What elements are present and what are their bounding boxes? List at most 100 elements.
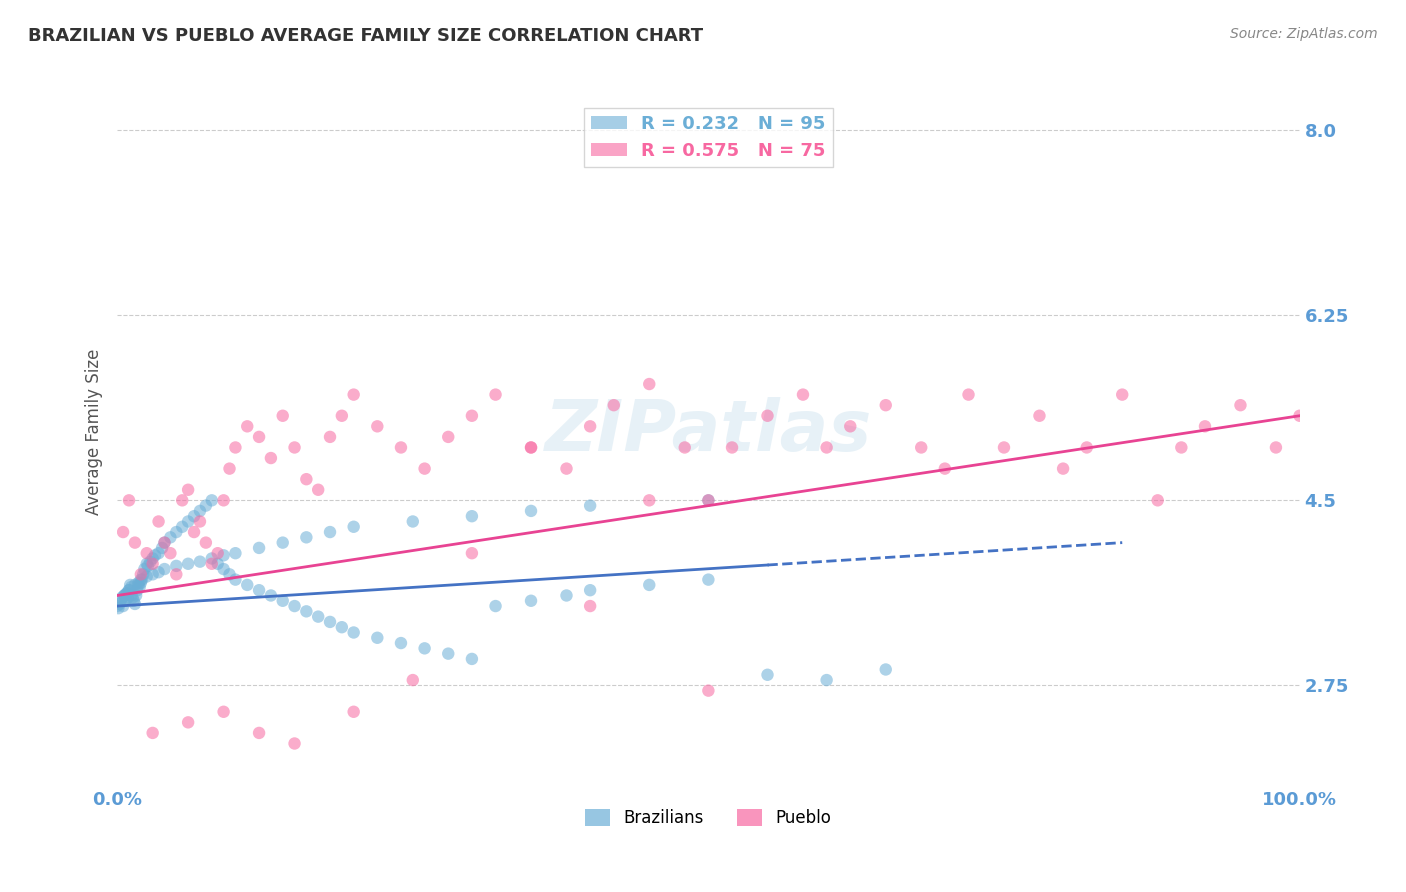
Point — [520, 594, 543, 608]
Point — [283, 441, 305, 455]
Point — [307, 483, 329, 497]
Point — [875, 663, 897, 677]
Point — [194, 499, 217, 513]
Point — [366, 631, 388, 645]
Point — [139, 555, 162, 569]
Point — [413, 641, 436, 656]
Point — [366, 419, 388, 434]
Point — [1170, 441, 1192, 455]
Point — [177, 515, 200, 529]
Point — [118, 583, 141, 598]
Point — [112, 589, 135, 603]
Point — [283, 737, 305, 751]
Point — [520, 441, 543, 455]
Point — [792, 387, 814, 401]
Point — [638, 493, 661, 508]
Point — [153, 535, 176, 549]
Point — [461, 509, 484, 524]
Point — [484, 387, 506, 401]
Point — [579, 599, 602, 613]
Point — [413, 461, 436, 475]
Point — [212, 705, 235, 719]
Point — [177, 557, 200, 571]
Point — [247, 726, 270, 740]
Point — [165, 567, 187, 582]
Point — [115, 586, 138, 600]
Point — [120, 589, 142, 603]
Point — [159, 530, 181, 544]
Point — [212, 562, 235, 576]
Point — [402, 673, 425, 687]
Point — [283, 599, 305, 613]
Point — [177, 715, 200, 730]
Y-axis label: Average Family Size: Average Family Size — [86, 349, 103, 515]
Point — [201, 557, 224, 571]
Point — [295, 472, 318, 486]
Point — [402, 515, 425, 529]
Point — [343, 705, 366, 719]
Point — [212, 493, 235, 508]
Point — [120, 578, 142, 592]
Point — [194, 535, 217, 549]
Point — [579, 419, 602, 434]
Point — [295, 604, 318, 618]
Point — [124, 535, 146, 549]
Point — [118, 493, 141, 508]
Point — [437, 647, 460, 661]
Point — [271, 535, 294, 549]
Point — [1028, 409, 1050, 423]
Point — [343, 625, 366, 640]
Point — [638, 377, 661, 392]
Text: BRAZILIAN VS PUEBLO AVERAGE FAMILY SIZE CORRELATION CHART: BRAZILIAN VS PUEBLO AVERAGE FAMILY SIZE … — [28, 27, 703, 45]
Point — [555, 461, 578, 475]
Point — [910, 441, 932, 455]
Point — [1264, 441, 1286, 455]
Point — [260, 451, 283, 466]
Point — [603, 398, 626, 412]
Point — [212, 549, 235, 563]
Point — [129, 575, 152, 590]
Point — [224, 441, 246, 455]
Point — [188, 555, 211, 569]
Point — [105, 599, 128, 613]
Point — [165, 558, 187, 573]
Point — [177, 483, 200, 497]
Point — [579, 583, 602, 598]
Point — [135, 546, 157, 560]
Point — [839, 419, 862, 434]
Point — [343, 520, 366, 534]
Point — [1146, 493, 1168, 508]
Point — [148, 515, 170, 529]
Point — [437, 430, 460, 444]
Point — [520, 504, 543, 518]
Point — [343, 387, 366, 401]
Point — [117, 591, 139, 605]
Point — [224, 573, 246, 587]
Legend: Brazilians, Pueblo: Brazilians, Pueblo — [579, 803, 838, 834]
Point — [389, 636, 412, 650]
Point — [484, 599, 506, 613]
Point — [112, 524, 135, 539]
Point — [172, 520, 194, 534]
Point — [124, 578, 146, 592]
Point — [721, 441, 744, 455]
Point — [756, 409, 779, 423]
Point — [201, 493, 224, 508]
Point — [148, 546, 170, 560]
Point — [114, 594, 136, 608]
Point — [1194, 419, 1216, 434]
Point — [108, 597, 131, 611]
Point — [934, 461, 956, 475]
Point — [207, 557, 229, 571]
Point — [165, 524, 187, 539]
Point — [135, 569, 157, 583]
Point — [697, 493, 720, 508]
Point — [111, 591, 134, 605]
Point — [153, 535, 176, 549]
Point — [520, 441, 543, 455]
Point — [124, 597, 146, 611]
Point — [172, 493, 194, 508]
Point — [128, 580, 150, 594]
Point — [330, 620, 353, 634]
Point — [319, 615, 342, 629]
